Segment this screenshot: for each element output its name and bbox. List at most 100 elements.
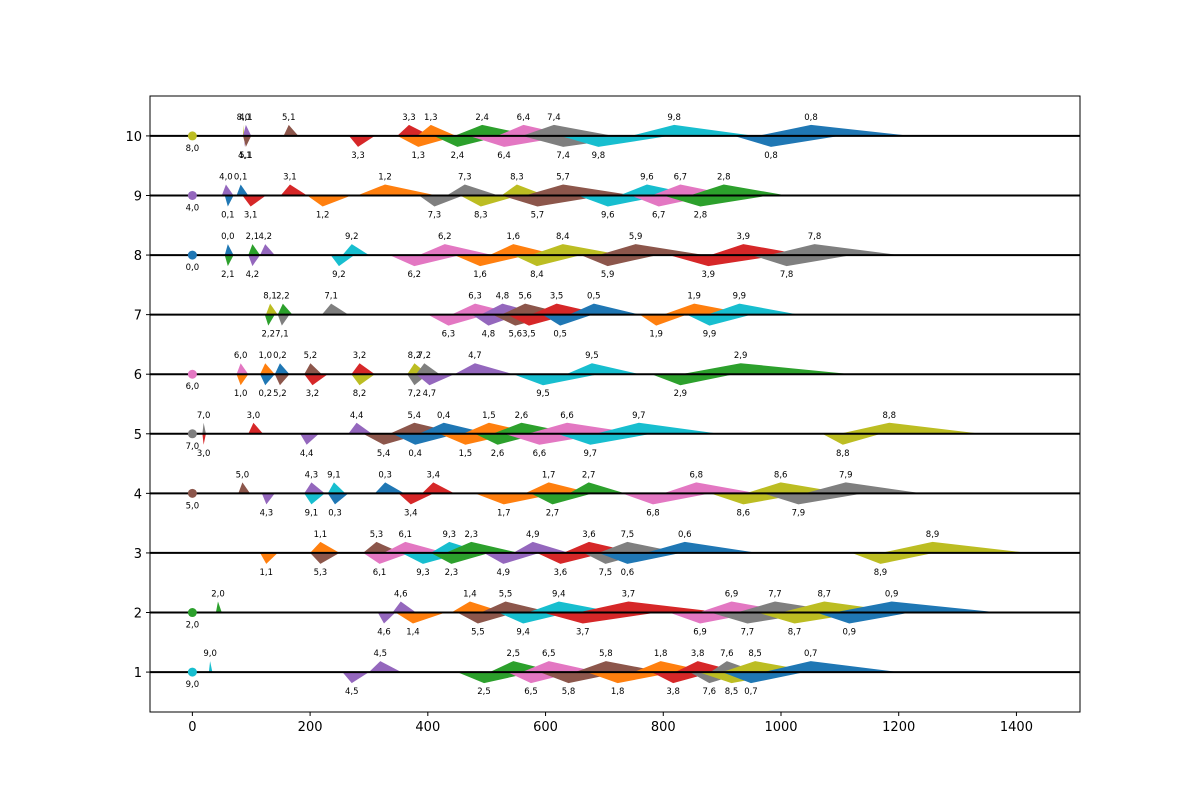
interval-1-178 [522, 661, 599, 673]
interval-label: 6,3 [468, 292, 482, 302]
interval-9-27 [446, 184, 499, 196]
interval-label: 7,1 [275, 330, 289, 340]
interval-label: 6,7 [652, 210, 666, 220]
interval-label: 5,4 [408, 411, 422, 421]
interval-label: 6,4 [497, 151, 511, 161]
interval-4-132 [804, 482, 923, 494]
interval-3-134 [310, 541, 340, 553]
x-tick-label: 1000 [764, 720, 797, 735]
interval-label: 2,9 [734, 351, 748, 361]
interval-label: 9,4 [516, 628, 530, 638]
origin-label: 5,0 [186, 501, 200, 511]
interval-label: 0,8 [764, 151, 778, 161]
interval-label: 0,5 [553, 330, 567, 340]
interval-label: 8,9 [874, 568, 888, 578]
interval-6-85 [351, 374, 375, 386]
interval-label: 2,1 [221, 270, 235, 280]
interval-4-118 [327, 482, 346, 494]
interval-label: 1,5 [459, 449, 473, 459]
interval-label: 1,1 [314, 530, 328, 540]
interval-7-58 [265, 303, 278, 315]
interval-6-88 [416, 363, 440, 375]
interval-label: 8,0 [237, 113, 251, 123]
interval-label: 9,7 [584, 449, 598, 459]
interval-label: 6,4 [517, 113, 531, 123]
interval-8-38 [224, 244, 234, 256]
interval-label: 2,7 [546, 508, 560, 518]
interval-label: 6,1 [399, 530, 413, 540]
interval-6-89 [416, 374, 455, 386]
interval-10-18 [757, 124, 911, 136]
interval-label: 5,2 [273, 389, 287, 399]
interval-8-50 [530, 244, 623, 256]
interval-label: 6,0 [234, 351, 248, 361]
interval-2-155 [392, 601, 417, 613]
interval-label: 7,0 [197, 411, 211, 421]
origin-label: 0,0 [186, 263, 200, 273]
interval-label: 2,7 [582, 470, 596, 480]
interval-1-189 [722, 672, 805, 684]
interval-label: 6,9 [693, 628, 707, 638]
interval-label: 9,9 [703, 330, 717, 340]
interval-3-144 [513, 541, 570, 553]
interval-label: 6,5 [542, 649, 556, 659]
interval-4-128 [663, 482, 758, 494]
interval-label: 8,6 [774, 470, 788, 480]
origin-label: 2,0 [186, 621, 200, 631]
interval-label: 1,4 [406, 628, 420, 638]
interval-3-145 [536, 552, 605, 564]
interval-5-102 [392, 433, 458, 445]
interval-9-21 [236, 184, 249, 196]
x-tick-label: 600 [533, 720, 558, 735]
data-labels: 8,04,14,15,15,13,33,31,31,32,42,46,46,47… [186, 113, 940, 697]
interval-label: 4,9 [497, 568, 511, 578]
interval-label: 2,2 [276, 292, 290, 302]
interval-label: 8,4 [530, 270, 544, 280]
interval-label: 1,5 [482, 411, 496, 421]
interval-10-8 [417, 124, 457, 136]
interval-label: 5,8 [562, 687, 576, 697]
interval-label: 3,9 [737, 232, 751, 242]
interval-label: 0,3 [328, 508, 342, 518]
interval-5-96 [202, 433, 206, 445]
interval-7-75 [707, 303, 799, 315]
interval-10-5 [348, 135, 375, 147]
interval-label: 0,3 [378, 470, 392, 480]
interval-label: 6,7 [674, 172, 688, 182]
interval-label: 1,3 [424, 113, 438, 123]
interval-label: 1,2 [378, 172, 392, 182]
interval-5-110 [557, 433, 652, 445]
interval-label: 5,0 [236, 470, 250, 480]
interval-label: 8,3 [474, 210, 488, 220]
interval-label: 7,2 [418, 351, 432, 361]
interval-8-52 [598, 244, 705, 256]
interval-label: 4,3 [305, 470, 319, 480]
interval-3-149 [598, 552, 681, 564]
interval-6-90 [454, 363, 514, 375]
interval-6-83 [304, 374, 328, 386]
interval-label: 1,9 [649, 330, 663, 340]
interval-label: 5,5 [471, 628, 485, 638]
interval-label: 2,0 [211, 590, 225, 600]
interval-1-173 [342, 672, 369, 684]
interval-label: 5,9 [601, 270, 615, 280]
interval-2-158 [457, 612, 517, 624]
interval-label: 2,1 [246, 232, 260, 242]
interval-label: 4,4 [300, 449, 314, 459]
interval-label: 7,6 [720, 649, 734, 659]
interval-label: 9,3 [443, 530, 457, 540]
x-tick-label: 800 [651, 720, 676, 735]
interval-8-39 [224, 255, 234, 267]
interval-label: 8,7 [817, 590, 831, 600]
y-tick-label: 7 [134, 309, 142, 324]
interval-label: 3,5 [522, 330, 536, 340]
interval-3-151 [851, 552, 935, 564]
interval-3-141 [430, 552, 490, 564]
interval-9-28 [460, 195, 520, 207]
interval-label: 1,3 [411, 151, 425, 161]
interval-label: 4,6 [394, 590, 408, 600]
interval-label: 0,4 [408, 449, 422, 459]
y-tick-label: 1 [134, 666, 142, 681]
interval-label: 2,8 [694, 210, 708, 220]
interval-label: 1,9 [687, 292, 701, 302]
